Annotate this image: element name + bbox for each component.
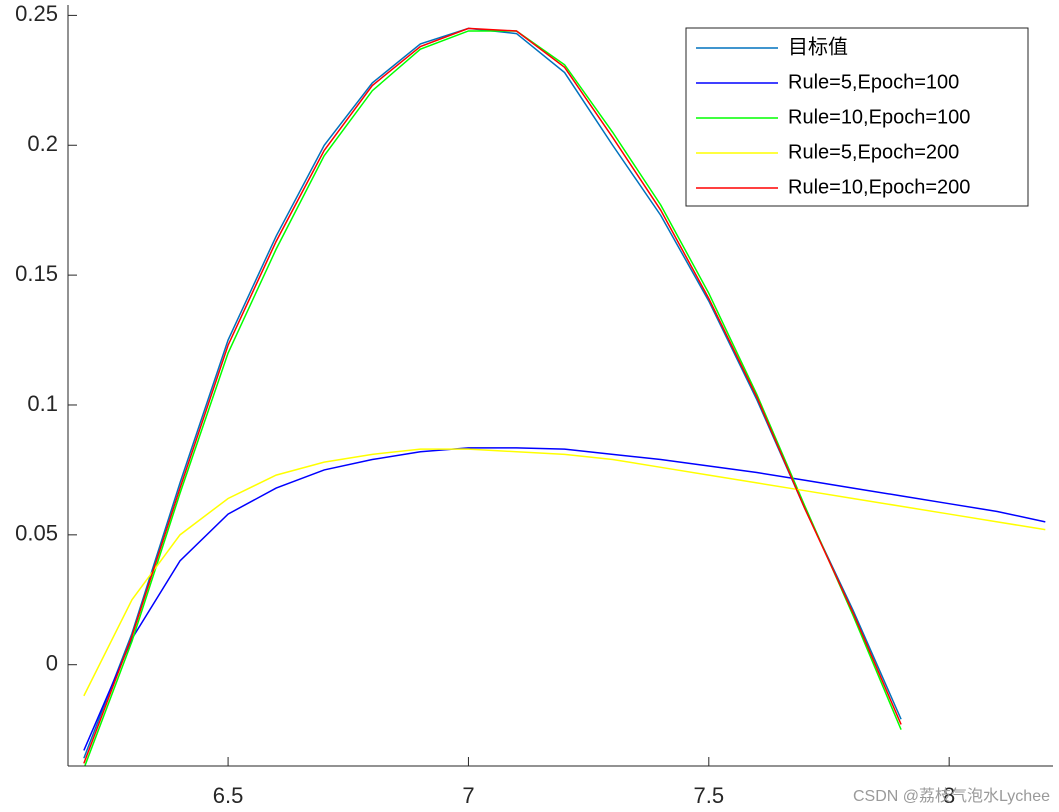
legend-label: Rule=10,Epoch=100 [788,106,970,128]
legend-label: Rule=5,Epoch=100 [788,71,959,93]
x-tick-label: 7.5 [694,783,725,808]
series-line [83,27,902,764]
x-tick-label: 7 [462,783,474,808]
legend-label: Rule=10,Epoch=200 [788,176,970,198]
legend-box [685,27,1029,207]
series-line [84,30,902,766]
y-tick-label: 0.05 [15,521,58,546]
series-line [83,447,1046,751]
x-tick-label: 8 [943,783,955,808]
y-tick-label: 0.1 [27,391,58,416]
legend: 目标值 Rule=5,Epoch=100 Rule=10,Epoch=100 Rule… [685,27,1029,207]
series-line [83,448,1046,697]
y-tick-label: 0.15 [15,261,58,286]
x-tick-label: 6.5 [213,783,244,808]
y-tick-label: 0.2 [27,131,58,156]
legend-label: Rule=5,Epoch=200 [788,141,959,163]
legend-label: 目标值 [788,35,848,58]
plot-lines [83,27,1046,766]
watermark: CSDN @荔枝气泡水Lychee [853,787,1050,805]
y-tick-label: 0 [46,651,58,676]
y-tick-label: 0.25 [15,1,58,26]
